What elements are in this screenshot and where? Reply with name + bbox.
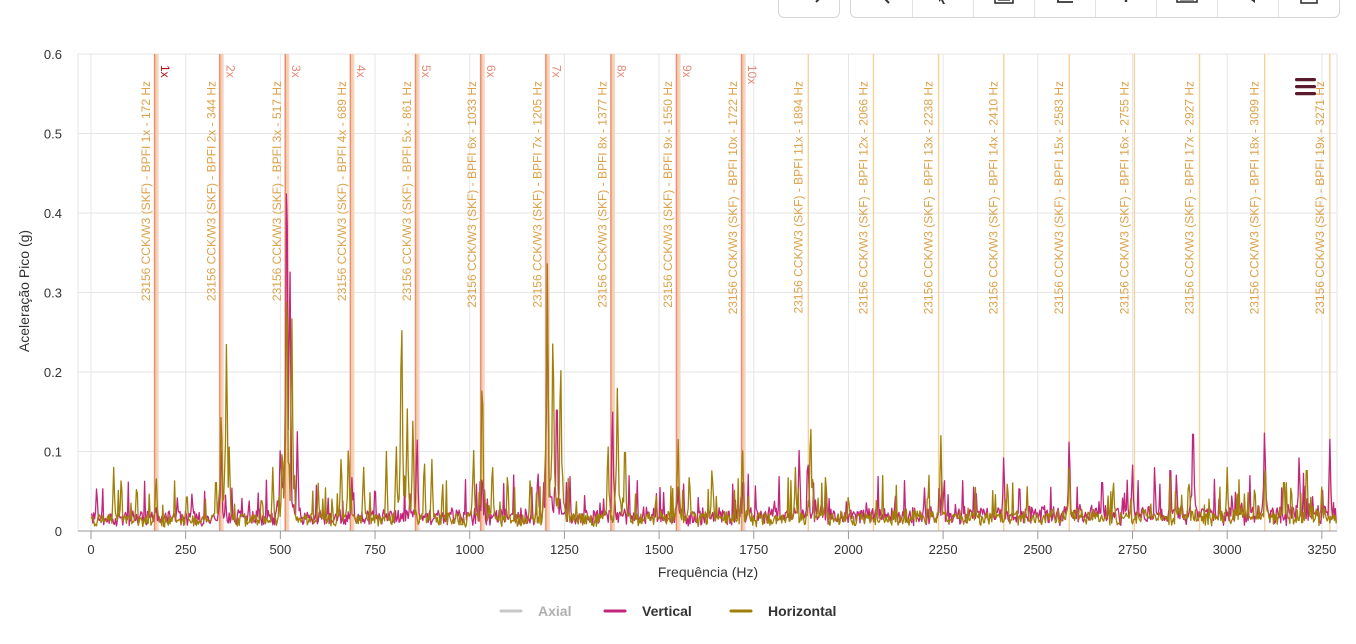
export-data-icon bbox=[1176, 0, 1198, 3]
chart-axes: 0 0.1 0.2 0.3 0.4 0.5 0.6 0 250 500 750 1000 1250 150… bbox=[44, 47, 1337, 557]
fault-frequency-label: 23156 CCK/W3 (SKF) - BPFI 13x - 2238 Hz bbox=[922, 81, 936, 314]
harmonic-band-label: 9x bbox=[680, 65, 694, 78]
export-data-button[interactable] bbox=[1156, 0, 1217, 17]
x-tick-label: 2250 bbox=[929, 542, 958, 557]
x-tick-label: 0 bbox=[87, 542, 94, 557]
harmonic-band-label: 6x bbox=[484, 65, 498, 78]
x-axis-title: Frequência (Hz) bbox=[658, 564, 758, 580]
x-tick-label: 3250 bbox=[1307, 542, 1336, 557]
harmonic-band-label: 7x bbox=[549, 65, 563, 78]
harmonic-band-label: 2x bbox=[223, 65, 237, 78]
chart-legend: Axial Vertical Horizontal bbox=[499, 603, 836, 619]
keyboard-icon bbox=[994, 0, 1014, 4]
harmonic-band-label: 3x bbox=[289, 65, 303, 78]
y-tick-label: 0 bbox=[55, 524, 62, 539]
y-axis-title: Aceleração Pico (g) bbox=[16, 230, 32, 352]
legend-label: Vertical bbox=[642, 603, 692, 619]
harmonic-band-label: 8x bbox=[615, 65, 629, 78]
x-tick-label: 1000 bbox=[455, 542, 484, 557]
x-tick-label: 2000 bbox=[834, 542, 863, 557]
fault-frequency-label: 23156 CCK/W3 (SKF) - BPFI 18x - 3099 Hz bbox=[1248, 81, 1262, 314]
fault-frequency-label: 23156 CCK/W3 (SKF) - BPFI 12x - 2066 Hz bbox=[856, 81, 870, 314]
legend-label: Axial bbox=[538, 603, 571, 619]
fault-frequency-label: 23156 CCK/W3 (SKF) - BPFI 8x - 1377 Hz bbox=[596, 81, 610, 308]
legend-item-axial[interactable]: Axial bbox=[499, 603, 571, 619]
series-line-vertical bbox=[90, 193, 1337, 527]
harmonic-band-label: 1x bbox=[158, 65, 172, 78]
select-pointer-button[interactable] bbox=[912, 0, 973, 17]
chart-menu-button[interactable] bbox=[1290, 72, 1320, 100]
fault-frequency-label: 23156 CCK/W3 (SKF) - BPFI 1x - 172 Hz bbox=[139, 81, 153, 301]
keyboard-button[interactable] bbox=[973, 0, 1034, 17]
zoom-button[interactable] bbox=[851, 0, 912, 17]
toolbar-group-tools bbox=[850, 0, 1340, 18]
x-tick-label: 2750 bbox=[1118, 542, 1147, 557]
x-tick-label: 3000 bbox=[1213, 542, 1242, 557]
download-icon bbox=[1300, 0, 1318, 4]
fault-frequency-label: 23156 CCK/W3 (SKF) - BPFI 16x - 2755 Hz bbox=[1117, 81, 1131, 314]
x-tick-label: 500 bbox=[270, 542, 292, 557]
y-tick-label: 0.3 bbox=[44, 286, 62, 301]
fault-frequency-label: 23156 CCK/W3 (SKF) - BPFI 15x - 2583 Hz bbox=[1052, 81, 1066, 314]
fault-frequency-label: 23156 CCK/W3 (SKF) - BPFI 10x - 1722 Hz bbox=[726, 81, 740, 314]
x-tick-label: 1500 bbox=[645, 542, 674, 557]
line-chart-icon bbox=[1057, 0, 1073, 3]
fault-frequency-label: 23156 CCK/W3 (SKF) - BPFI 19x - 3271 Hz bbox=[1313, 81, 1327, 314]
zoom-icon bbox=[884, 0, 890, 4]
fault-frequency-label: 23156 CCK/W3 (SKF) - BPFI 11x - 1894 Hz bbox=[791, 81, 805, 314]
menu-icon-bar bbox=[1295, 92, 1316, 96]
y-tick-label: 0.1 bbox=[44, 445, 62, 460]
y-tick-label: 0.5 bbox=[44, 127, 62, 142]
comment-button[interactable] bbox=[1217, 0, 1278, 17]
fault-frequency-label: 23156 CCK/W3 (SKF) - BPFI 4x - 689 Hz bbox=[335, 81, 349, 301]
fault-frequency-label: 23156 CCK/W3 (SKF) - BPFI 14x - 2410 Hz bbox=[987, 81, 1001, 314]
comment-icon bbox=[1239, 0, 1257, 3]
fault-frequency-label: 23156 CCK/W3 (SKF) - BPFI 5x - 861 Hz bbox=[400, 81, 414, 301]
fault-frequency-label: 23156 CCK/W3 (SKF) - BPFI 9x - 1550 Hz bbox=[661, 81, 675, 308]
x-tick-label: 2500 bbox=[1023, 542, 1052, 557]
toolbar-group-view bbox=[778, 0, 840, 18]
legend-item-horizontal[interactable]: Horizontal bbox=[729, 603, 836, 619]
download-button[interactable] bbox=[1278, 0, 1339, 17]
series-line-horizontal bbox=[90, 263, 1337, 528]
legend-item-vertical[interactable]: Vertical bbox=[603, 603, 692, 619]
x-tick-label: 250 bbox=[175, 542, 197, 557]
menu-icon-bar bbox=[1295, 78, 1316, 82]
harmonic-band-label: 10x bbox=[745, 65, 759, 84]
annotation-labels: 1x 2x 3x 4x 5x 6x 7x 8x 9x 10x 23156 CCK/W3 (SKF) … bbox=[139, 65, 1327, 314]
chart-series bbox=[90, 193, 1337, 528]
x-tick-label: 1750 bbox=[739, 542, 768, 557]
legend-label: Horizontal bbox=[768, 603, 836, 619]
x-tick-label: 750 bbox=[364, 542, 386, 557]
hamburger-menu-icon bbox=[1295, 78, 1316, 96]
y-tick-label: 0.4 bbox=[44, 206, 62, 221]
fault-frequency-label: 23156 CCK/W3 (SKF) - BPFI 2x - 344 Hz bbox=[204, 81, 218, 301]
reset-zoom-button[interactable] bbox=[779, 0, 839, 17]
fault-frequency-label: 23156 CCK/W3 (SKF) - BPFI 3x - 517 Hz bbox=[270, 81, 284, 301]
y-tick-label: 0.2 bbox=[44, 365, 62, 380]
harmonic-band-label: 5x bbox=[419, 65, 433, 78]
select-pointer-icon bbox=[939, 0, 947, 4]
line-chart-button[interactable] bbox=[1034, 0, 1095, 17]
harmonic-band-label: 4x bbox=[354, 65, 368, 78]
fault-frequency-label: 23156 CCK/W3 (SKF) - BPFI 7x - 1205 Hz bbox=[530, 81, 544, 308]
fault-frequency-label: 23156 CCK/W3 (SKF) - BPFI 6x - 1033 Hz bbox=[465, 81, 479, 308]
x-tick-label: 1250 bbox=[550, 542, 579, 557]
chart-grid bbox=[77, 53, 1338, 532]
y-tick-label: 0.6 bbox=[44, 47, 62, 62]
marker-button[interactable] bbox=[1095, 0, 1156, 17]
marker-icon bbox=[1124, 0, 1128, 2]
fault-frequency-label: 23156 CCK/W3 (SKF) - BPFI 17x - 2927 Hz bbox=[1183, 81, 1197, 314]
reset-zoom-icon bbox=[815, 0, 820, 3]
menu-icon-bar bbox=[1295, 85, 1316, 89]
